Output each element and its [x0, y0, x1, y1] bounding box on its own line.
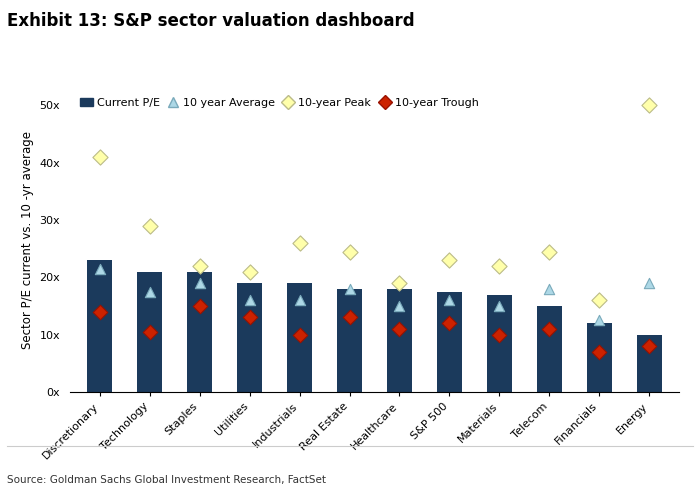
- Point: [643, 279, 655, 287]
- Point: [494, 331, 505, 339]
- Point: [494, 262, 505, 270]
- Point: [94, 265, 106, 272]
- Bar: [387, 289, 412, 392]
- Point: [144, 288, 155, 295]
- Y-axis label: Sector P/E current vs. 10 -yr average: Sector P/E current vs. 10 -yr average: [21, 131, 34, 349]
- Point: [544, 285, 555, 293]
- Point: [444, 319, 455, 327]
- Point: [294, 239, 305, 247]
- Point: [594, 348, 605, 356]
- Point: [194, 302, 205, 310]
- Point: [94, 308, 106, 316]
- Bar: [137, 271, 162, 392]
- Point: [594, 296, 605, 304]
- Point: [444, 296, 455, 304]
- Point: [544, 247, 555, 255]
- Point: [244, 314, 256, 321]
- Point: [244, 296, 256, 304]
- Point: [344, 314, 355, 321]
- Point: [294, 296, 305, 304]
- Point: [394, 302, 405, 310]
- Bar: [287, 283, 312, 392]
- Bar: [636, 335, 662, 392]
- Point: [194, 262, 205, 270]
- Point: [144, 328, 155, 336]
- Text: Exhibit 13: S&P sector valuation dashboard: Exhibit 13: S&P sector valuation dashboa…: [7, 12, 414, 30]
- Bar: [88, 260, 113, 392]
- Bar: [537, 306, 561, 392]
- Text: Source: Goldman Sachs Global Investment Research, FactSet: Source: Goldman Sachs Global Investment …: [7, 475, 326, 485]
- Point: [544, 325, 555, 333]
- Point: [494, 302, 505, 310]
- Point: [294, 331, 305, 339]
- Point: [94, 153, 106, 161]
- Point: [394, 279, 405, 287]
- Point: [594, 317, 605, 324]
- Point: [194, 279, 205, 287]
- Bar: [237, 283, 262, 392]
- Legend: Current P/E, 10 year Average, 10-year Peak, 10-year Trough: Current P/E, 10 year Average, 10-year Pe…: [76, 94, 483, 113]
- Point: [394, 325, 405, 333]
- Bar: [337, 289, 362, 392]
- Bar: [437, 292, 462, 392]
- Point: [643, 342, 655, 350]
- Point: [144, 222, 155, 230]
- Point: [444, 256, 455, 264]
- Point: [344, 247, 355, 255]
- Bar: [486, 294, 512, 392]
- Bar: [587, 323, 612, 392]
- Point: [643, 101, 655, 109]
- Point: [244, 268, 256, 275]
- Point: [344, 285, 355, 293]
- Bar: [188, 271, 212, 392]
